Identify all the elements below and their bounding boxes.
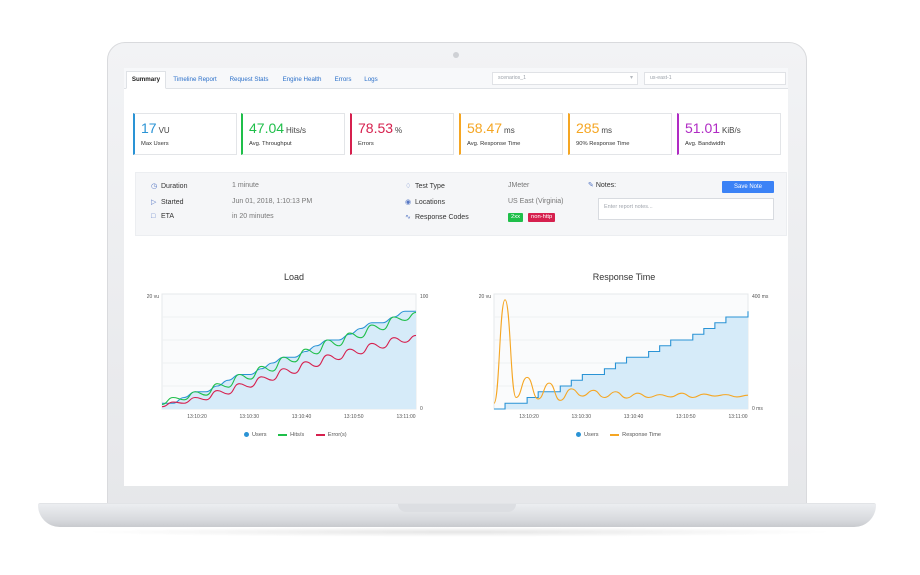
legend-users-marker	[576, 432, 581, 438]
notes-label: ✎ Notes:	[588, 182, 617, 189]
kpi-errors: 78.53% Errors	[350, 113, 454, 155]
scenario-select[interactable]: scenarios_1 ▾	[492, 72, 638, 85]
response-time-chart: 20 vu 400 ms 0 ms 13:10:20 13:10:30 13:10:40 1…	[479, 293, 769, 420]
x-tick-label: 13:10:50	[676, 414, 696, 420]
series-users-area	[494, 311, 748, 409]
y-right-top-label: 400 ms	[752, 294, 769, 300]
pencil-icon: ✎	[588, 182, 594, 189]
tab-errors[interactable]: Errors	[334, 76, 352, 83]
y-left-label: 20 vu	[147, 294, 159, 300]
badge-non-http: non-http	[528, 213, 556, 222]
eta-value: in 20 minutes	[232, 213, 274, 220]
tag-icon: ♢	[405, 183, 412, 190]
locations-value: US East (Virginia)	[508, 198, 564, 205]
kpi-max-users: 17 VU Max Users	[133, 113, 237, 155]
duration-row: ◷ Duration	[151, 183, 188, 190]
kpi-avg-bandwidth: 51.01 KiB/s Avg. Bandwidth	[677, 113, 781, 155]
response-time-chart-legend: Users Response Time	[576, 432, 671, 438]
locations-row: ◉ Locations	[405, 199, 445, 206]
tab-logs[interactable]: Logs	[364, 76, 378, 83]
tab-timeline-report[interactable]: Timeline Report	[173, 76, 217, 83]
kpi-label: Avg. Bandwidth	[685, 141, 726, 147]
kpi-value: 285 ms	[576, 120, 613, 136]
tab-summary[interactable]: Summary	[126, 71, 166, 89]
x-tick-label: 13:10:30	[240, 414, 260, 420]
x-tick-label: 13:10:40	[292, 414, 312, 420]
legend-hits-marker	[278, 433, 288, 436]
duration-value: 1 minute	[232, 182, 259, 189]
x-tick-label: 13:10:50	[344, 414, 364, 420]
y-left-label: 20 vu	[479, 294, 491, 300]
save-note-button[interactable]: Save Note	[722, 181, 774, 193]
calendar-icon: □	[151, 213, 156, 220]
pulse-icon: ∿	[405, 214, 411, 221]
tab-engine-health[interactable]: Engine Health	[282, 76, 322, 83]
test-type-value: JMeter	[508, 182, 530, 189]
location-pin-icon: ◉	[405, 199, 412, 206]
kpi-label: Avg. Throughput	[249, 141, 292, 147]
notes-input[interactable]: Enter report notes...	[598, 198, 774, 220]
chevron-down-icon: ▾	[629, 75, 633, 81]
kpi-avg-response-time: 58.47 ms Avg. Response Time	[459, 113, 563, 155]
kpi-90-response-time: 285 ms 90% Response Time	[568, 113, 672, 155]
tab-bar: Summary Timeline Report Request Stats En…	[124, 68, 788, 89]
kpi-value: 17 VU	[141, 120, 170, 136]
x-tick-label: 13:11:00	[728, 414, 747, 420]
laptop-notch	[398, 504, 516, 512]
location-select-value: us-east-1	[650, 75, 672, 81]
series-hits-s-line	[161, 311, 417, 405]
y-right-top-label: 100	[420, 294, 429, 300]
x-tick-label: 13:10:20	[187, 414, 207, 420]
x-tick-label: 13:11:00	[396, 414, 415, 420]
location-select[interactable]: us-east-1	[644, 72, 786, 85]
scenario-select-value: scenarios_1	[498, 75, 526, 81]
kpi-label: Errors	[358, 141, 374, 147]
x-tick-label: 13:10:30	[572, 414, 592, 420]
play-icon: ▷	[151, 199, 157, 206]
response-codes-row: ∿ Response Codes	[405, 214, 469, 221]
clock-icon: ◷	[151, 183, 158, 190]
tab-request-stats[interactable]: Request Stats	[229, 76, 269, 83]
test-type-row: ♢ Test Type	[405, 183, 445, 190]
load-chart-title: Load	[283, 272, 305, 282]
eta-row: □ ETA	[151, 213, 175, 220]
legend-response-time-marker	[610, 433, 620, 436]
x-tick-label: 13:10:20	[519, 414, 539, 420]
load-chart: 20 vu 100 0 13:10:20 13:10:30 13:10:40 13:10:5…	[147, 293, 429, 420]
x-tick-label: 13:10:40	[624, 414, 644, 420]
laptop-shadow	[80, 527, 840, 537]
series-response-time-line	[493, 299, 749, 404]
kpi-value: 78.53%	[358, 120, 403, 136]
legend-errors-marker	[315, 433, 325, 436]
legend-users-marker	[244, 432, 249, 438]
kpi-label: 90% Response Time	[576, 141, 630, 147]
started-row: ▷ Started	[151, 199, 184, 206]
series-error-s-line	[161, 334, 417, 408]
series-users-line	[494, 311, 749, 410]
kpi-value: 58.47 ms	[467, 120, 515, 136]
screen: Summary Timeline Report Request Stats En…	[124, 68, 788, 486]
kpi-label: Avg. Response Time	[467, 141, 521, 147]
y-right-bottom-label: 0 ms	[752, 406, 763, 412]
series-users-line	[162, 310, 416, 404]
camera-dot	[453, 52, 459, 58]
kpi-label: Max Users	[141, 141, 169, 147]
badge-2xx: 2xx	[508, 213, 524, 222]
kpi-value: 47.04 Hits/s	[249, 120, 307, 136]
kpi-avg-throughput: 47.04 Hits/s Avg. Throughput	[241, 113, 345, 155]
response-time-chart-title: Response Time	[592, 272, 656, 282]
load-chart-legend: Users Hits/s Error(s)	[244, 432, 357, 438]
y-right-bottom-label: 0	[420, 406, 423, 412]
started-value: Jun 01, 2018, 1:10:13 PM	[232, 198, 313, 205]
kpi-value: 51.01 KiB/s	[685, 120, 741, 136]
